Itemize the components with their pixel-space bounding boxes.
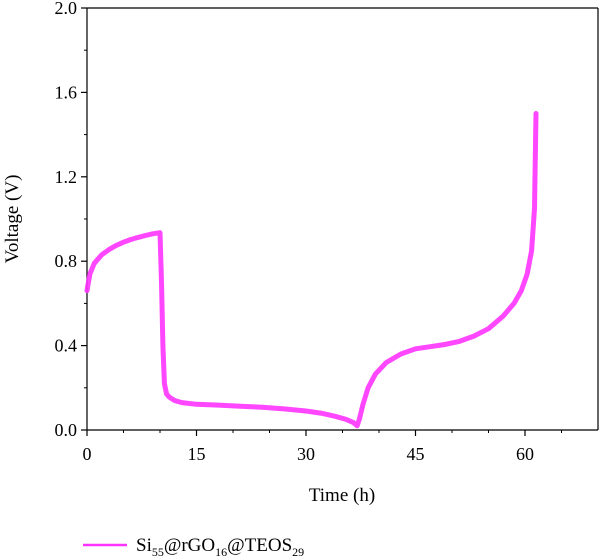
y-tick-label: 0.0 <box>55 420 78 440</box>
x-tick-label: 0 <box>83 444 92 464</box>
y-axis-label: Voltage (V) <box>2 175 23 264</box>
y-tick-label: 0.8 <box>55 251 78 271</box>
x-tick-label: 15 <box>188 444 206 464</box>
x-tick-label: 45 <box>407 444 425 464</box>
x-axis-label: Time (h) <box>309 485 375 506</box>
x-tick-label: 60 <box>516 444 534 464</box>
legend: Si55@rGO16@TEOS29 <box>83 535 304 558</box>
x-tick-label: 30 <box>297 444 315 464</box>
y-tick-label: 2.0 <box>55 0 78 18</box>
y-tick-label: 1.6 <box>55 82 78 102</box>
y-tick-label: 1.2 <box>55 167 78 187</box>
series-line <box>84 111 539 429</box>
y-ticks: 0.0 0.4 0.8 1.2 1.6 2.0 <box>55 0 87 440</box>
y-tick-label: 0.4 <box>55 336 78 356</box>
x-ticks: 0 15 30 45 60 <box>83 430 562 464</box>
legend-label: Si55@rGO16@TEOS29 <box>136 535 304 558</box>
series-layer <box>84 111 539 429</box>
